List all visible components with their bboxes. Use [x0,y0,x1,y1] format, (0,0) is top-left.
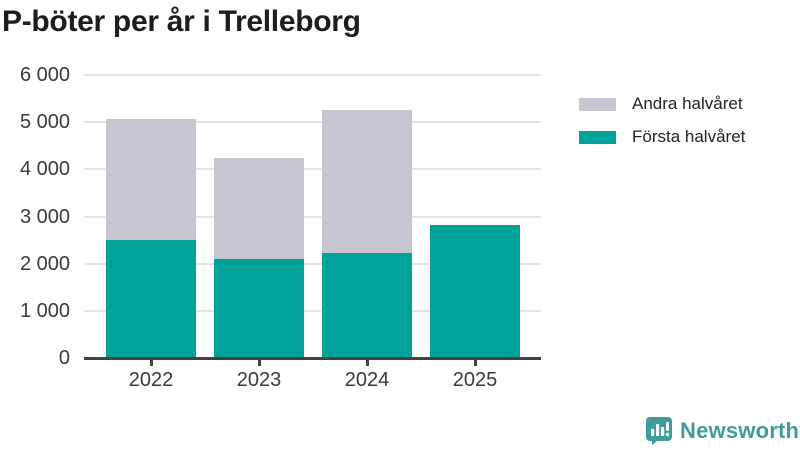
y-axis-tick-label: 1 000 [19,299,70,322]
gridline [84,168,541,171]
gridline [84,215,541,218]
gridline [84,121,541,124]
y-axis-tick-label: 2 000 [19,252,70,275]
y-axis-tick-label: 6 000 [19,64,70,86]
legend-label: Första halvåret [632,127,746,146]
bar-2023-first-half [214,258,304,358]
x-axis-line [84,357,541,360]
x-axis-tick-mark [366,358,369,366]
branding: Newsworthy [645,416,800,445]
bar-2022-first-half [106,240,196,358]
gridline [84,74,541,76]
legend-item: Andra halvåret [579,94,745,114]
y-axis-tick-label: 3 000 [19,205,70,228]
y-axis-tick-label: 4 000 [19,158,70,181]
x-axis-tick-label: 2024 [344,369,390,391]
legend-swatch [579,130,616,144]
bar-2024-second-half [322,110,412,253]
branding-name: Newsworthy [680,417,800,443]
gridline [84,262,541,265]
y-axis-tick-label: 5 000 [19,111,70,134]
bar-2022-second-half [106,118,196,241]
gridline [84,309,541,312]
x-axis-tick-mark [474,358,477,366]
legend: Andra halvåret Första halvåret [579,94,745,160]
legend-swatch [579,97,616,111]
x-axis-tick-label: 2025 [452,369,498,391]
x-axis-tick-mark [150,358,153,366]
chart-title: P-böter per år i Trelleborg [2,5,361,38]
y-axis-tick-label: 0 [58,347,70,369]
bar-2023-second-half [214,158,304,259]
x-axis-tick-label: 2022 [128,369,174,391]
legend-item: Första halvåret [579,127,745,147]
x-axis-tick-label: 2023 [236,369,282,391]
bar-2024-first-half [322,252,412,358]
newsworthy-logo-icon [645,416,673,445]
x-axis-tick-mark [258,358,261,366]
legend-label: Andra halvåret [632,94,743,113]
bar-2025-first-half [430,224,520,358]
